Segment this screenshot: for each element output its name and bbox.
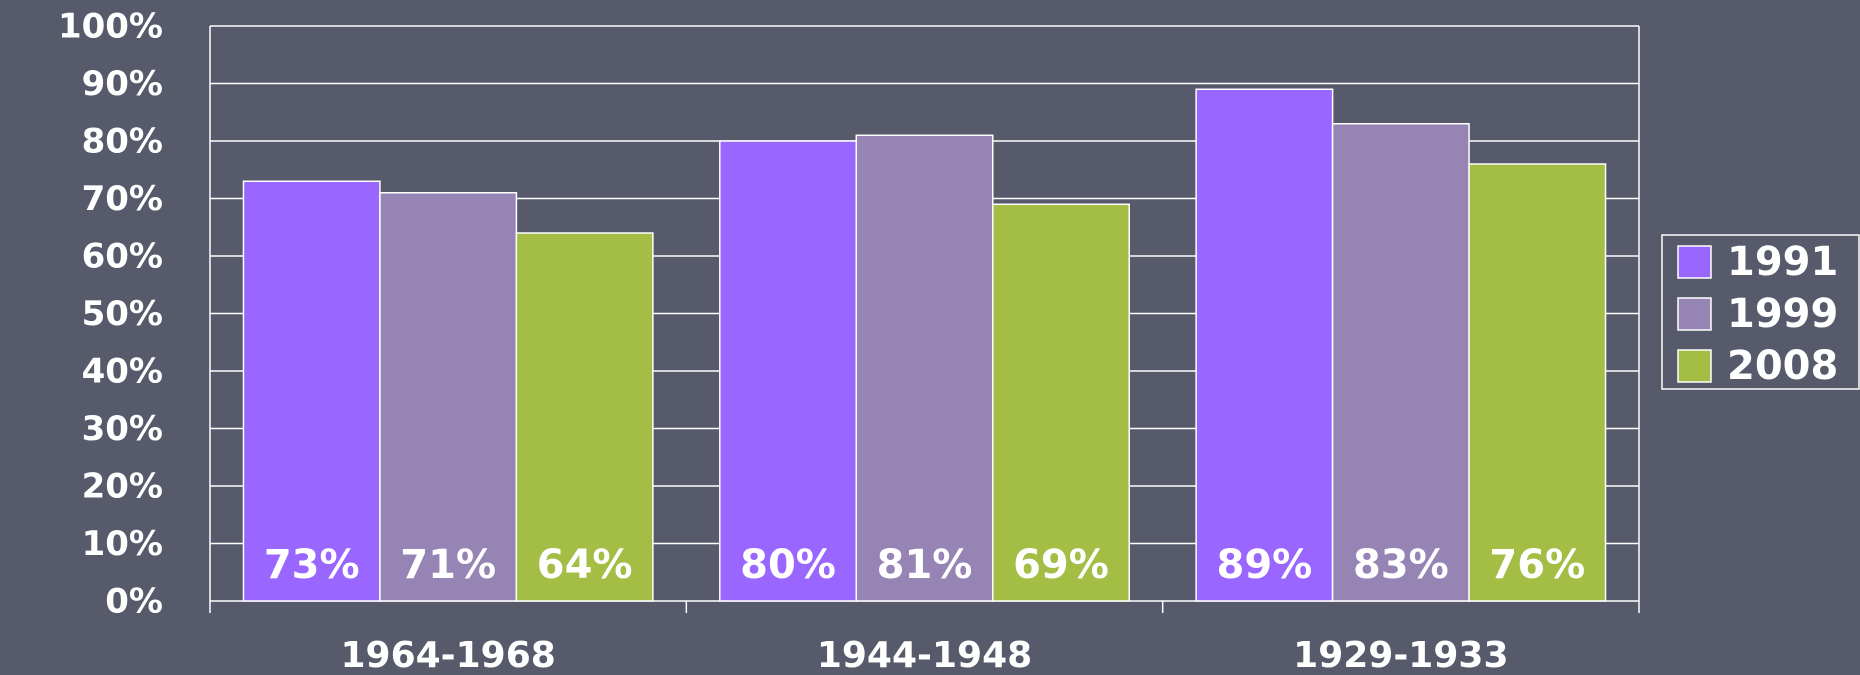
bar (379, 192, 518, 602)
bar (1331, 123, 1470, 602)
y-tick-label: 60% (82, 237, 163, 277)
x-tick-label: 1929-1933 (1293, 635, 1508, 675)
legend-swatch (1677, 245, 1712, 279)
bar (242, 180, 381, 602)
y-tick-label: 20% (82, 467, 163, 507)
y-tick-label: 10% (82, 524, 163, 564)
bar (1468, 163, 1607, 602)
legend-box (1661, 234, 1860, 390)
y-tick-label: 100% (58, 7, 163, 47)
value-label: 64% (537, 542, 633, 588)
legend-label: 1999 (1727, 291, 1838, 337)
value-label: 89% (1216, 542, 1312, 588)
value-label: 69% (1013, 542, 1109, 588)
y-tick-label: 90% (82, 64, 163, 104)
value-label: 73% (264, 542, 360, 588)
y-tick-label: 80% (82, 122, 163, 162)
y-tick-label: 0% (105, 582, 163, 622)
bar (515, 232, 654, 602)
bar (1195, 88, 1334, 602)
value-label: 83% (1353, 542, 1449, 588)
value-label: 71% (400, 542, 496, 588)
legend-swatch (1677, 297, 1712, 331)
x-tick-label: 1944-1948 (817, 635, 1032, 675)
value-label: 80% (740, 542, 836, 588)
bar (719, 140, 858, 602)
legend-label: 2008 (1727, 343, 1838, 389)
y-tick-label: 40% (82, 352, 163, 392)
x-tick-label: 1964-1968 (340, 635, 555, 675)
value-label: 76% (1489, 542, 1585, 588)
y-tick-label: 70% (82, 179, 163, 219)
bar (855, 134, 994, 602)
bar (991, 203, 1130, 602)
legend-swatch (1677, 349, 1712, 383)
y-tick-label: 50% (82, 294, 163, 334)
value-label: 81% (877, 542, 973, 588)
y-tick-label: 30% (82, 409, 163, 449)
legend-label: 1991 (1727, 239, 1838, 285)
